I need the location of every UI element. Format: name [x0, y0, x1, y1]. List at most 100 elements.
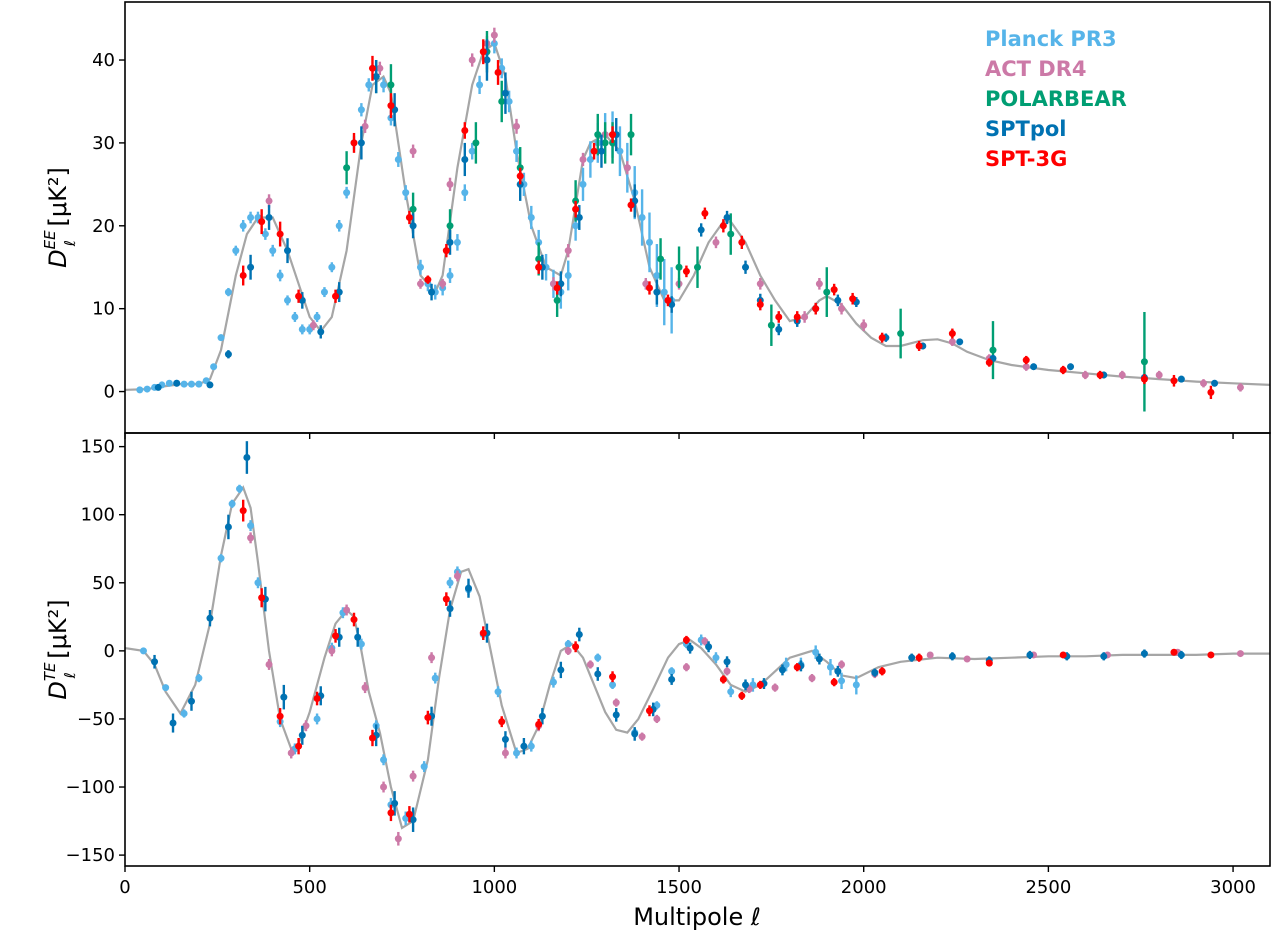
ee-data-point [516, 172, 524, 180]
ee-data-point [217, 334, 225, 342]
te-data-point [575, 631, 583, 639]
te-data-point [424, 714, 432, 722]
ee-y-tick-label: 10 [92, 299, 115, 320]
ee-data-point [756, 301, 764, 309]
te-data-point [908, 654, 916, 662]
ee-data-point [195, 380, 203, 388]
ee-data-point [365, 81, 373, 89]
te-data-point [963, 655, 971, 663]
ee-data-point [1170, 377, 1178, 385]
te-data-point [501, 749, 509, 757]
te-data-point [742, 681, 750, 689]
ee-data-point [948, 330, 956, 338]
ee-data-point [1177, 375, 1185, 383]
ee-y-tick-label: 40 [92, 50, 115, 71]
ee-data-point [453, 238, 461, 246]
ee-data-point [298, 325, 306, 333]
te-data-point [394, 835, 402, 843]
ee-data-point [136, 386, 144, 394]
ee-data-point [372, 73, 380, 81]
te-data-point [313, 695, 321, 703]
ee-data-point [394, 155, 402, 163]
te-model-curve [124, 485, 1270, 830]
ee-data-point [258, 218, 266, 226]
te-data-point [420, 763, 428, 771]
ee-data-point [860, 321, 868, 329]
ee-data-point [483, 56, 491, 64]
ee-data-point [712, 238, 720, 246]
te-data-point [756, 681, 764, 689]
ee-data-point [461, 126, 469, 134]
ee-data-point [409, 205, 417, 213]
legend-entry: POLARBEAR [985, 87, 1127, 111]
te-data-point [538, 712, 546, 720]
ee-data-point [653, 272, 661, 280]
ee-data-point [616, 147, 624, 155]
ee-data-point [143, 385, 151, 393]
ee-data-point [1030, 363, 1038, 371]
ee-data-point [320, 288, 328, 296]
ee-data-point [985, 359, 993, 367]
te-data-point [276, 712, 284, 720]
ee-data-point [553, 284, 561, 292]
te-data-point [265, 660, 273, 668]
ee-data-point [878, 334, 886, 342]
te-data-point [513, 749, 521, 757]
te-data-point [723, 658, 731, 666]
te-series-2 [151, 441, 1185, 832]
ee-data-point [210, 363, 218, 371]
ee-data-point [261, 230, 269, 238]
ee-data-point [461, 189, 469, 197]
te-y-tick-label: −100 [66, 777, 115, 798]
ee-data-point [948, 338, 956, 346]
ee-data-point [623, 164, 631, 172]
ee-data-point [490, 31, 498, 39]
te-data-point [1177, 651, 1185, 659]
ee-y-tick-label: 0 [104, 382, 115, 403]
ee-data-point [1022, 356, 1030, 364]
ee-data-point [1067, 363, 1075, 371]
ee-data-point [575, 214, 583, 221]
legend-entry: SPT-3G [985, 147, 1067, 171]
te-data-point [254, 579, 262, 587]
te-x-tick-label: 2500 [1025, 877, 1071, 898]
te-data-point [682, 636, 690, 644]
ee-data-point [823, 288, 831, 296]
te-data-point [280, 693, 288, 701]
ee-data-point [579, 180, 587, 188]
te-data-point [871, 669, 879, 677]
te-x-tick-label: 1500 [656, 877, 702, 898]
te-data-point [498, 718, 506, 726]
te-data-point [465, 584, 472, 592]
ee-data-point [594, 131, 602, 139]
ee-data-point [1140, 375, 1148, 383]
te-data-point [668, 667, 676, 675]
te-data-point [431, 674, 439, 682]
te-data-point [361, 684, 369, 692]
te-data-point [1236, 650, 1244, 658]
te-y-tick-label: 100 [81, 505, 115, 526]
ee-data-point [956, 338, 964, 346]
ee-data-point [1059, 366, 1067, 374]
ee-data-point [738, 238, 746, 246]
te-data-point [549, 678, 557, 686]
te-panel: 0 500 1000 1500 2000 2500 3000 −150 −100 −50 0 50 10… [41, 432, 1271, 898]
ee-data-point [442, 247, 450, 255]
te-data-point [686, 644, 694, 652]
te-data-point [778, 666, 786, 674]
te-data-point [446, 579, 454, 587]
te-y-tick-label: 0 [104, 641, 115, 662]
te-data-point [638, 733, 646, 741]
ee-data-point [446, 180, 454, 188]
te-data-point [793, 663, 801, 671]
te-data-point [357, 640, 365, 648]
te-data-point [1140, 650, 1148, 658]
ee-data-point [535, 263, 543, 271]
te-data-point [313, 715, 321, 723]
ee-data-point [513, 122, 521, 130]
ee-data-point [719, 222, 727, 230]
te-data-point [187, 697, 195, 705]
ee-data-point [1140, 358, 1148, 366]
te-data-point [195, 674, 203, 682]
ee-data-point [313, 313, 321, 321]
